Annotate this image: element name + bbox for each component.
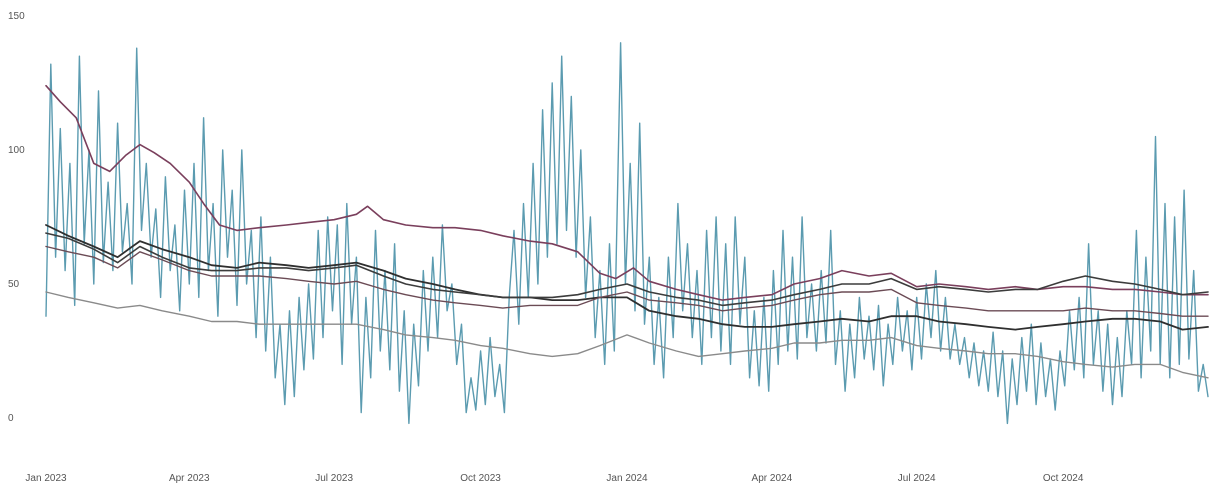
y-tick-label: 0 [8,413,14,424]
x-tick-label: Jul 2023 [315,473,353,484]
x-tick-label: Oct 2024 [1043,473,1084,484]
series-line-3 [45,224,1209,331]
series-line-4 [45,232,1209,307]
x-tick-label: Apr 2024 [752,473,793,484]
y-tick-label: 100 [8,145,25,156]
x-axis-ticks: Jan 2023 Apr 2023 Jul 2023 Oct 2023 Jan 2024… [25,473,1083,484]
series-line-5 [45,245,1209,317]
series-line-6 [45,291,1209,379]
series-line-2 [45,84,1209,301]
y-tick-label: 50 [8,279,20,290]
x-tick-label: Oct 2023 [460,473,501,484]
y-tick-label: 150 [8,11,25,22]
x-tick-label: Jul 2024 [898,473,936,484]
x-tick-label: Apr 2023 [169,473,210,484]
series-line-1 [45,42,1209,425]
x-tick-label: Jan 2024 [606,473,648,484]
x-tick-label: Jan 2023 [25,473,67,484]
series-layer [45,42,1209,425]
y-axis-ticks: 0 50 100 150 [8,11,25,424]
